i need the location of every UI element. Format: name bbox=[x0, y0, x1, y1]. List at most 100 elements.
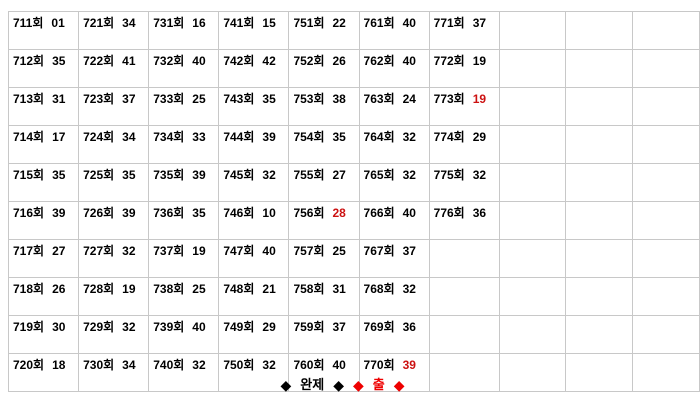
empty-cell bbox=[632, 353, 700, 392]
round-label: 772회 bbox=[433, 54, 465, 68]
round-number: 35 bbox=[192, 206, 206, 220]
round-number: 19 bbox=[122, 282, 136, 296]
round-cell: 757회 25 bbox=[288, 239, 360, 278]
round-label: 733회 bbox=[153, 92, 185, 106]
round-cell: 751회 22 bbox=[288, 11, 360, 50]
round-number: 32 bbox=[262, 168, 276, 182]
round-label: 732회 bbox=[153, 54, 185, 68]
round-cell: 773회 19 bbox=[428, 87, 500, 126]
round-number: 26 bbox=[332, 54, 346, 68]
round-cell: 744회 39 bbox=[218, 125, 290, 164]
round-cell: 727회 32 bbox=[78, 239, 150, 278]
round-number: 39 bbox=[192, 168, 206, 182]
round-label: 747회 bbox=[223, 244, 255, 258]
round-cell: 761회 40 bbox=[358, 11, 430, 50]
round-cell: 721회 34 bbox=[78, 11, 150, 50]
round-number: 37 bbox=[402, 244, 416, 258]
round-label: 738회 bbox=[153, 282, 185, 296]
round-number: 40 bbox=[192, 54, 206, 68]
round-cell: 717회 27 bbox=[7, 239, 80, 278]
round-cell: 731회 16 bbox=[148, 11, 220, 50]
table-row: 711회 01 721회 34 731회 16 741회 15 751회 22 761회 40 771회… bbox=[7, 11, 700, 50]
round-cell: 738회 25 bbox=[148, 277, 220, 316]
table-row: 717회 27 727회 32 737회 19 747회 40 757회 25 767회 37 bbox=[7, 239, 700, 278]
round-number: 19 bbox=[192, 244, 206, 258]
diamond-icon: ◆ bbox=[333, 377, 344, 393]
round-number: 32 bbox=[402, 168, 416, 182]
table-row: 718회 26 728회 19 738회 25 748회 21 758회 31 768회 32 bbox=[7, 277, 700, 316]
round-cell: 726회 39 bbox=[78, 201, 150, 240]
round-label: 725회 bbox=[83, 168, 115, 182]
round-number: 42 bbox=[262, 54, 276, 68]
empty-cell bbox=[632, 87, 700, 126]
empty-cell bbox=[498, 353, 567, 392]
round-label: 771회 bbox=[433, 16, 465, 30]
round-number: 35 bbox=[52, 168, 66, 182]
round-number-highlighted: 39 bbox=[402, 358, 416, 372]
round-label: 750회 bbox=[223, 358, 255, 372]
table-row: 716회 39 726회 39 736회 35 746회 10 756회 28 766회 40 776회… bbox=[7, 201, 700, 240]
round-cell: 763회 24 bbox=[358, 87, 430, 126]
round-cell: 750회 32 bbox=[218, 353, 290, 392]
round-label: 720회 bbox=[13, 358, 45, 372]
round-number: 29 bbox=[472, 130, 487, 144]
round-number: 35 bbox=[52, 54, 66, 68]
round-cell: 720회 18 bbox=[7, 353, 80, 392]
round-label: 746회 bbox=[223, 206, 255, 220]
round-cell: 716회 39 bbox=[7, 201, 80, 240]
round-cell: 758회 31 bbox=[288, 277, 360, 316]
round-label: 754회 bbox=[293, 130, 325, 144]
round-label: 719회 bbox=[13, 320, 45, 334]
round-cell: 735회 39 bbox=[148, 163, 220, 202]
round-label: 721회 bbox=[83, 16, 115, 30]
round-number: 39 bbox=[262, 130, 276, 144]
round-label: 712회 bbox=[13, 54, 45, 68]
empty-cell bbox=[565, 277, 634, 316]
round-cell: 712회 35 bbox=[7, 49, 80, 88]
round-cell: 734회 33 bbox=[148, 125, 220, 164]
round-label: 741회 bbox=[223, 16, 255, 30]
empty-cell bbox=[565, 87, 634, 126]
empty-cell bbox=[632, 201, 700, 240]
empty-cell bbox=[565, 315, 634, 354]
empty-cell bbox=[498, 277, 567, 316]
round-cell: 728회 19 bbox=[78, 277, 150, 316]
round-label: 743회 bbox=[223, 92, 255, 106]
round-label: 745회 bbox=[223, 168, 255, 182]
round-number: 40 bbox=[402, 54, 416, 68]
round-number: 40 bbox=[262, 244, 276, 258]
round-cell: 740회 32 bbox=[148, 353, 220, 392]
round-cell: 760회 40 bbox=[288, 353, 360, 392]
rounds-table: 711회 01 721회 34 731회 16 741회 15 751회 22 761회 40 771회… bbox=[7, 11, 700, 392]
empty-cell bbox=[498, 163, 567, 202]
round-cell: 765회 32 bbox=[358, 163, 430, 202]
round-label: 722회 bbox=[83, 54, 115, 68]
legend: ◆ 완제 ◆ ◆ 출 ◆ bbox=[8, 376, 677, 394]
round-label: 744회 bbox=[223, 130, 255, 144]
round-cell: 723회 37 bbox=[78, 87, 150, 126]
round-label: 715회 bbox=[13, 168, 45, 182]
empty-cell bbox=[498, 49, 567, 88]
round-label: 749회 bbox=[223, 320, 255, 334]
round-label: 714회 bbox=[13, 130, 45, 144]
round-number: 40 bbox=[332, 358, 346, 372]
round-label: 735회 bbox=[153, 168, 185, 182]
empty-cell bbox=[498, 125, 567, 164]
round-number: 35 bbox=[262, 92, 276, 106]
table-row: 715회 35 725회 35 735회 39 745회 32 755회 27 765회 32 775회… bbox=[7, 163, 700, 202]
round-label: 759회 bbox=[293, 320, 325, 334]
round-number: 17 bbox=[52, 130, 66, 144]
round-label: 742회 bbox=[223, 54, 255, 68]
round-cell: 737회 19 bbox=[148, 239, 220, 278]
round-number: 27 bbox=[52, 244, 66, 258]
round-label: 748회 bbox=[223, 282, 255, 296]
empty-cell bbox=[565, 125, 634, 164]
round-cell: 766회 40 bbox=[358, 201, 430, 240]
round-number: 24 bbox=[402, 92, 416, 106]
round-label: 763회 bbox=[363, 92, 395, 106]
round-label: 734회 bbox=[153, 130, 185, 144]
rounds-table-body: 711회 01 721회 34 731회 16 741회 15 751회 22 761회 40 771회… bbox=[7, 11, 700, 392]
empty-cell bbox=[498, 239, 567, 278]
round-cell: 718회 26 bbox=[7, 277, 80, 316]
